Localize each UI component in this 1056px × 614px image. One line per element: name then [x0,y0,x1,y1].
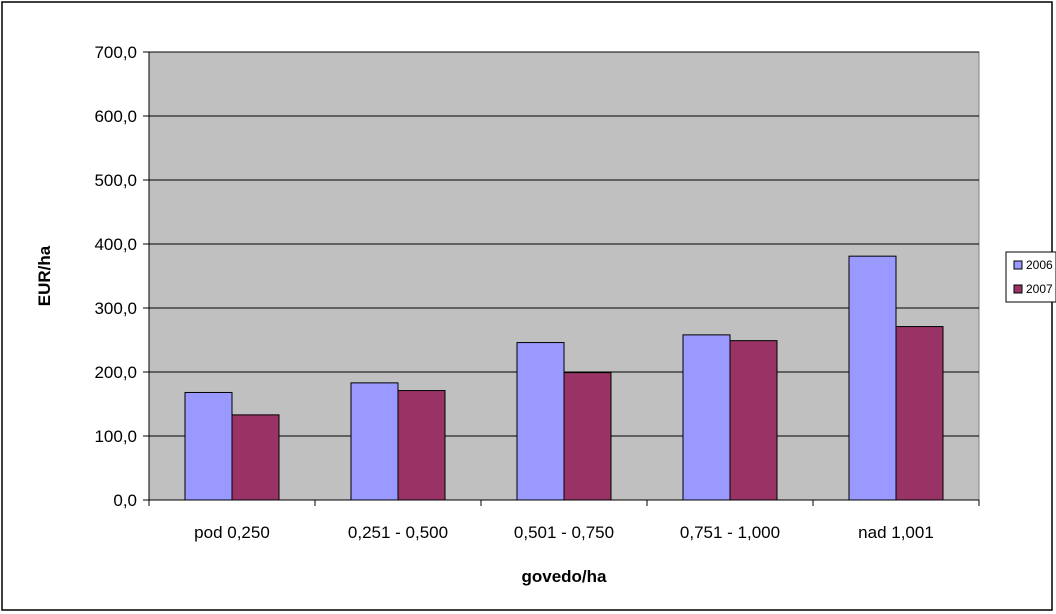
legend-swatch-2006 [1013,260,1023,270]
bar-2007-1 [397,390,446,501]
bar-2006-4 [848,255,897,501]
y-tick-labels: 0,0 100,0 200,0 300,0 400,0 500,0 600,0 700,0 [94,43,137,510]
y-tick-label: 400,0 [94,235,137,254]
x-tick-labels: pod 0,250 0,251 - 0,500 0,501 - 0,750 0,751… [194,523,934,542]
legend-box [1005,251,1056,303]
x-tick-label: nad 1,001 [858,523,934,542]
bar-2007-2 [563,372,612,501]
bar-2007-3 [729,340,778,501]
x-tick-label: 0,501 - 0,750 [514,523,614,542]
bar-2006-2 [516,342,565,501]
y-tick-label: 500,0 [94,171,137,190]
bar-2006-1 [350,382,399,501]
legend: 2006 2007 [1005,251,1056,303]
y-tick-label: 100,0 [94,427,137,446]
legend-swatch-2007 [1013,284,1023,294]
y-tick-label: 300,0 [94,299,137,318]
axes [143,51,980,506]
bar-2007-4 [895,326,944,501]
legend-label-2006: 2006 [1026,258,1053,272]
y-tick-label: 200,0 [94,363,137,382]
legend-label-2007: 2007 [1026,282,1053,296]
x-tick-label: pod 0,250 [194,523,270,542]
bar-2006-3 [682,334,731,501]
bars [184,255,944,501]
bar-2006-0 [184,391,233,501]
x-axis-title: govedo/ha [521,567,607,586]
y-tick-label: 600,0 [94,107,137,126]
x-tick-label: 0,251 - 0,500 [348,523,448,542]
y-axis-title: EUR/ha [35,245,54,306]
x-tick-label: 0,751 - 1,000 [680,523,780,542]
y-tick-label: 700,0 [94,43,137,62]
y-tick-label: 0,0 [113,491,137,510]
bar-2007-0 [231,414,280,501]
